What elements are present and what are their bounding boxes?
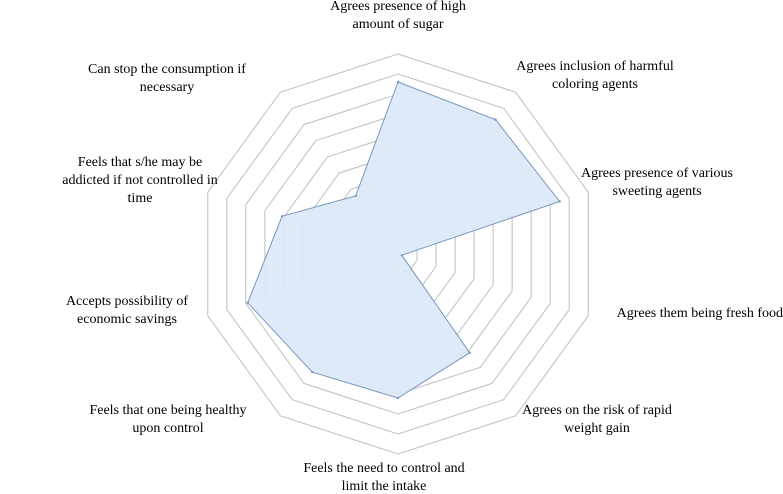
axis-label-line: Can stop the consumption if xyxy=(88,62,246,77)
axis-label: Accepts possibility of economic savings xyxy=(66,294,188,327)
axis-label-line: coloring agents xyxy=(552,77,638,92)
axis-labels: Agrees presence of high amount of sugarAg… xyxy=(62,0,783,494)
data-point xyxy=(468,351,471,354)
data-point xyxy=(494,118,497,121)
data-point xyxy=(280,215,284,218)
axis-label-line: Feels the need to control and xyxy=(303,461,464,476)
axis-label: Agrees presence of high amount of sugar xyxy=(330,0,466,32)
data-point xyxy=(396,396,400,400)
data-point xyxy=(396,80,400,84)
grid-ring xyxy=(226,73,570,435)
axis-label-line: Feels that one being healthy xyxy=(89,403,246,418)
axis-label-line: Agrees presence of various xyxy=(581,166,733,181)
axis-label: Feels the need to control and limit the i… xyxy=(303,461,464,494)
axis-label-line: Agrees on the risk of rapid xyxy=(522,403,672,418)
axis-label-line: weight gain xyxy=(564,421,630,436)
axis-label: Agrees them being fresh food xyxy=(617,306,783,321)
data-point xyxy=(311,370,314,374)
series-area xyxy=(247,81,561,399)
axis-label-line: Agrees presence of high xyxy=(330,0,466,14)
radar-series xyxy=(246,80,561,400)
axis-label-line: addicted if not controlled in xyxy=(62,173,218,188)
grid-ring xyxy=(207,53,589,455)
axis-label-line: economic savings xyxy=(77,312,177,327)
data-point xyxy=(246,301,249,304)
axis-label-line: time xyxy=(128,191,153,206)
data-point xyxy=(558,200,561,203)
axis-label: Feels that one being healthy upon control xyxy=(89,403,246,436)
axis-label-line: Feels that s/he may be xyxy=(78,155,202,170)
data-point xyxy=(354,194,357,197)
axis-label-line: sweeting agents xyxy=(612,184,701,199)
axis-label: Agrees inclusion of harmful coloring agen… xyxy=(516,59,674,92)
axis-label-line: Accepts possibility of xyxy=(66,294,188,309)
axis-label-line: upon control xyxy=(132,421,203,436)
axis-label: Feels that s/he may be addicted if not co… xyxy=(62,155,218,206)
axis-label: Can stop the consumption if necessary xyxy=(88,62,246,95)
axis-label: Agrees on the risk of rapid weight gain xyxy=(522,403,672,436)
axis-label-line: necessary xyxy=(140,80,194,95)
axis-label-line: limit the intake xyxy=(342,479,427,494)
axis-label: Agrees presence of various sweeting agent… xyxy=(581,166,733,199)
data-point xyxy=(400,254,403,257)
axis-label-line: amount of sugar xyxy=(353,17,444,32)
axis-label-line: Agrees inclusion of harmful xyxy=(516,59,674,74)
axis-label-line: Agrees them being fresh food xyxy=(617,306,783,321)
